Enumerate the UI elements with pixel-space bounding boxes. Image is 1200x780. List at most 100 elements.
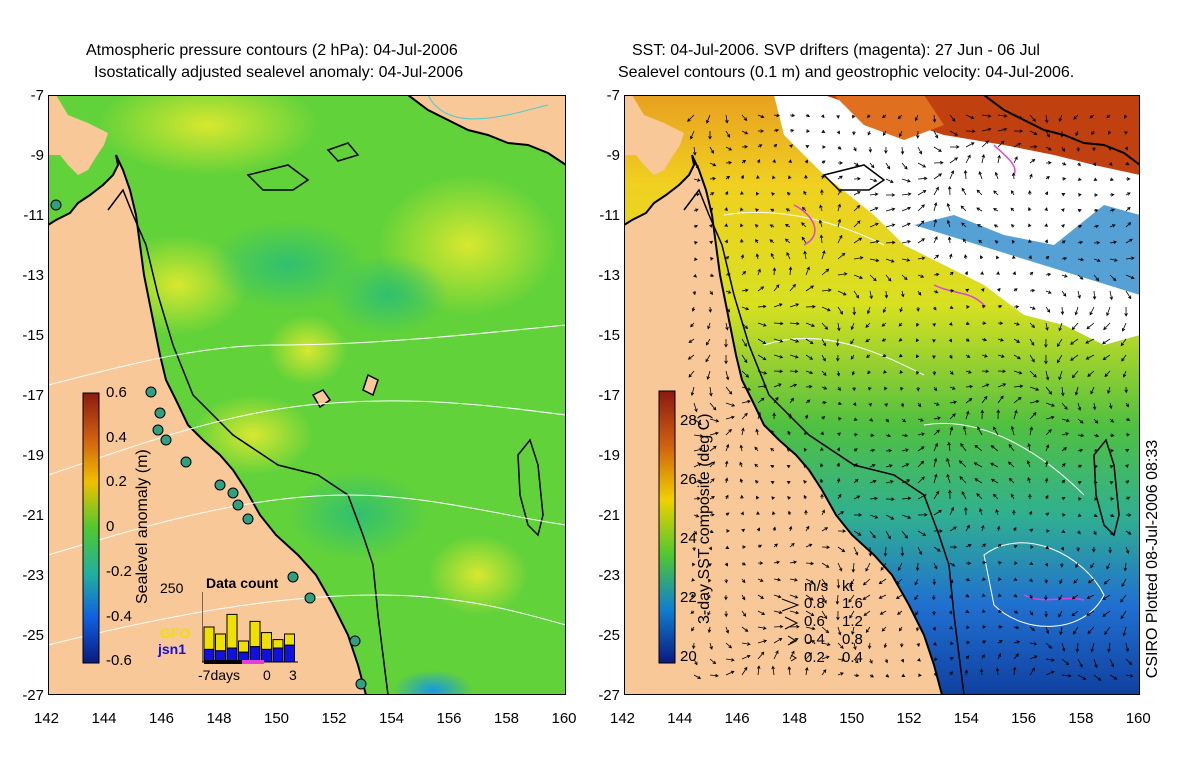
velocity-arrow [949, 562, 956, 567]
velocity-arrow [1093, 449, 1099, 453]
sst-colorbar-tick: 28 [680, 412, 697, 429]
right-title-line2: Sealevel contours (0.1 m) and geostrophi… [618, 64, 1075, 81]
velocity-arrow [883, 370, 887, 374]
velocity-arrow [707, 610, 711, 616]
velocity-arrow [1029, 426, 1033, 436]
sst-map [624, 95, 1140, 695]
velocity-arrow [932, 370, 937, 376]
velocity-arrow [691, 578, 695, 582]
velocity-arrow [946, 202, 951, 212]
velocity-arrow [805, 304, 816, 309]
velocity-arrow [965, 129, 976, 134]
velocity-arrow [708, 578, 712, 583]
velocity-arrow [1109, 658, 1115, 668]
velocity-arrow [981, 395, 988, 404]
velocity-arrow [976, 189, 983, 196]
sealevel-colorbar-label: Sealevel anomaly (m) [134, 449, 151, 604]
histogram-bar-jsn1 [249, 646, 261, 663]
velocity-arrow [789, 624, 800, 629]
velocity-arrow [869, 674, 875, 678]
velocity-arrow [741, 114, 748, 121]
velocity-arrow [1125, 513, 1132, 517]
velocity-arrow [965, 370, 972, 374]
velocity-arrow [1058, 610, 1063, 618]
velocity-arrow [1121, 578, 1127, 588]
velocity-arrow [965, 305, 970, 309]
velocity-arrow [933, 657, 938, 661]
velocity-arrow [1044, 610, 1048, 618]
right-y-tick: -27 [598, 687, 620, 704]
velocity-arrow [947, 185, 952, 196]
velocity-arrow [961, 491, 967, 500]
velocity-arrow [1071, 610, 1079, 617]
velocity-arrow [709, 445, 717, 452]
velocity-arrow [1028, 510, 1033, 516]
velocity-arrow [1073, 114, 1079, 120]
velocity-arrow [884, 146, 888, 154]
velocity-arrow [964, 506, 968, 516]
velocity-arrow [933, 160, 944, 165]
velocity-arrow [1026, 460, 1031, 468]
velocity-arrow [837, 386, 841, 392]
velocity-arrow [693, 514, 700, 518]
velocity-arrow [965, 142, 975, 148]
velocity-arrow [949, 157, 959, 164]
velocity-arrow [1045, 642, 1053, 649]
velocity-arrow [805, 354, 814, 360]
velocity-arrow [772, 175, 776, 180]
velocity-arrow [900, 386, 904, 391]
velocity-arrow [901, 479, 911, 484]
velocity-arrow [1060, 130, 1064, 138]
velocity-arrow [837, 189, 842, 196]
velocity-arrow [948, 253, 953, 260]
velocity-arrow [932, 594, 936, 601]
velocity-arrow [821, 594, 827, 604]
velocity-arrow [789, 542, 795, 548]
velocity-arrow [1008, 443, 1015, 452]
velocity-arrow [773, 396, 779, 404]
velocity-arrow [805, 399, 811, 404]
velocity-arrow [853, 290, 860, 299]
velocity-arrow [996, 271, 1000, 276]
velocity-arrow [997, 338, 1004, 342]
velocity-arrow [691, 306, 696, 312]
velocity-arrow [933, 146, 942, 152]
velocity-arrow [693, 241, 698, 245]
histogram-bar-jsn1 [272, 647, 284, 663]
velocity-arrow [770, 208, 775, 213]
velocity-arrow [869, 222, 879, 228]
velocity-arrow [1093, 481, 1098, 485]
velocity-arrow [1125, 402, 1130, 408]
sealevel-anomaly-map [48, 95, 566, 695]
velocity-arrow [1045, 255, 1050, 260]
velocity-arrow [933, 186, 939, 196]
velocity-arrow [836, 130, 840, 135]
velocity-arrow [757, 594, 765, 599]
left-y-tick: -13 [22, 267, 44, 284]
velocity-arrow [771, 429, 775, 436]
right-y-tick: -7 [606, 87, 620, 104]
velocity-arrow [1044, 239, 1048, 244]
velocity-arrow [849, 578, 855, 588]
velocity-arrow [1093, 274, 1100, 282]
velocity-arrow [757, 561, 764, 565]
velocity-arrow [869, 433, 875, 437]
velocity-arrow [1010, 493, 1015, 500]
velocity-arrow [897, 114, 903, 120]
velocity-arrow [1061, 274, 1068, 278]
velocity-arrow [1125, 433, 1131, 437]
velocity-arrow [693, 208, 699, 212]
velocity-arrow [1125, 206, 1131, 212]
velocity-arrow [1125, 642, 1130, 653]
velocity-arrow [1107, 642, 1111, 653]
velocity-arrow [901, 514, 912, 519]
velocity-arrow [865, 354, 871, 358]
velocity-arrow [709, 224, 713, 228]
velocity-arrow [853, 162, 860, 166]
velocity-legend-ms-2: 0.4 [804, 631, 825, 648]
velocity-arrow [1077, 658, 1083, 668]
velocity-arrow [900, 642, 904, 648]
velocity-arrow [963, 169, 968, 180]
velocity-arrow [821, 642, 831, 647]
velocity-arrow [916, 642, 920, 647]
